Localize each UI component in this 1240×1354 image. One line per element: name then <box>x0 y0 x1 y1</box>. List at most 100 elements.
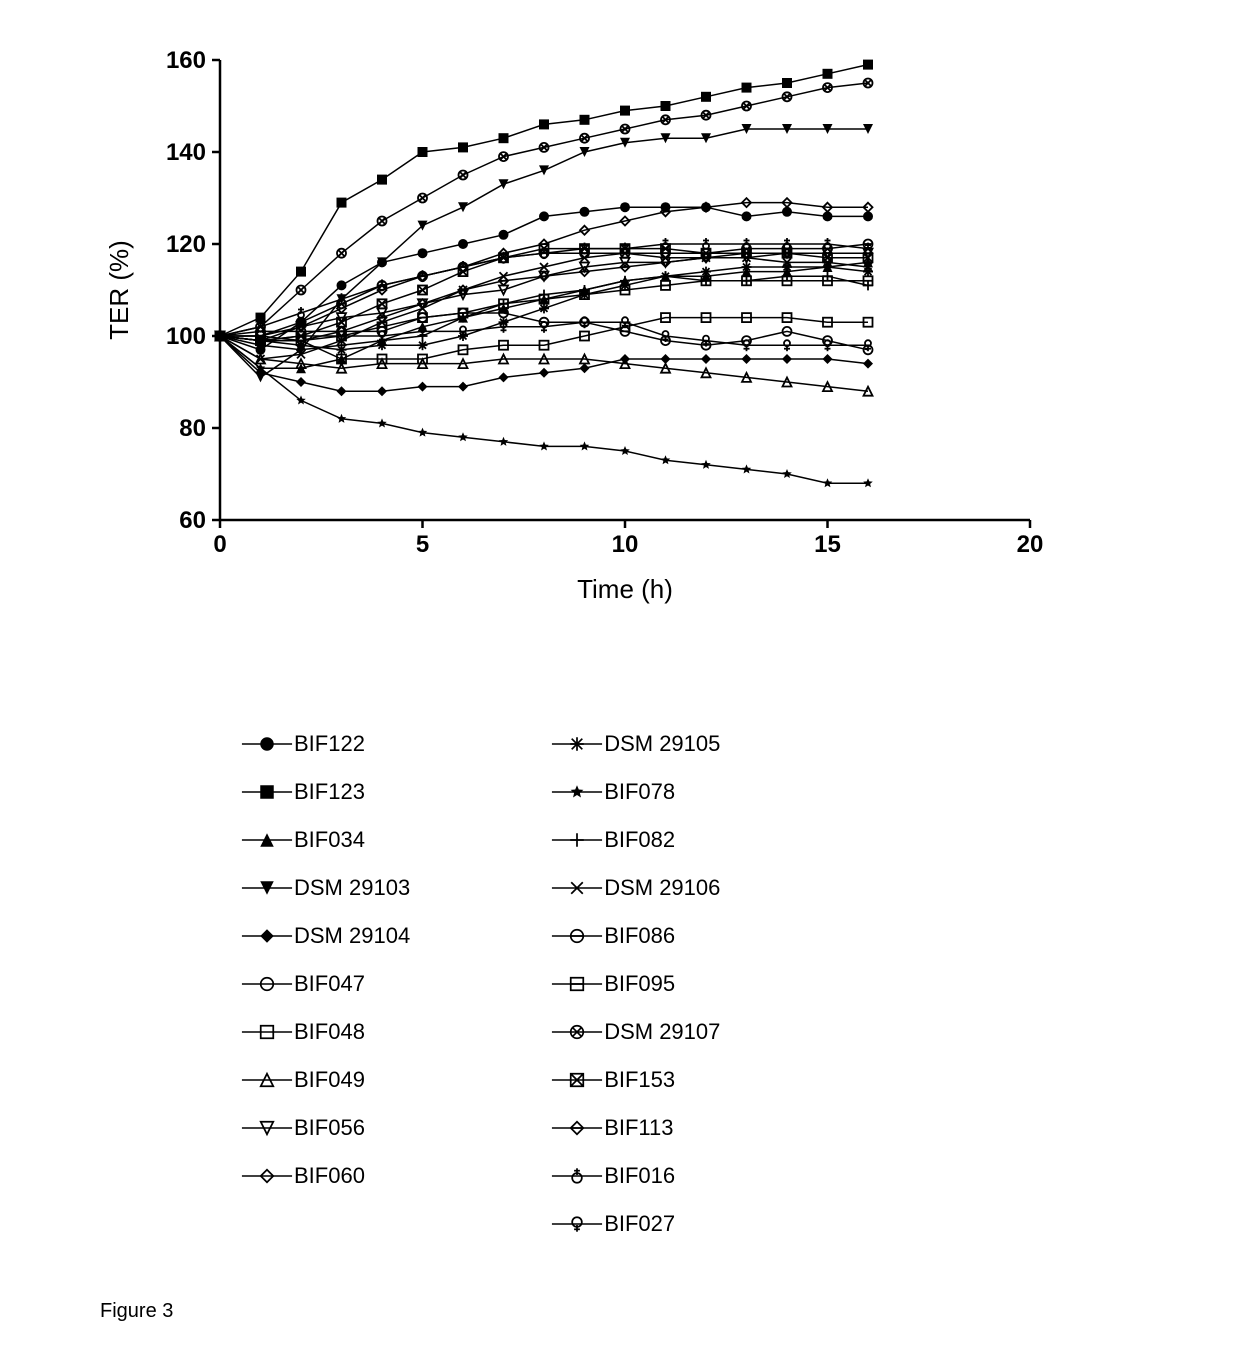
legend-label: BIF122 <box>294 731 365 757</box>
legend-label: BIF095 <box>604 971 675 997</box>
series-marker <box>298 307 304 318</box>
series-marker <box>580 441 590 450</box>
series-marker <box>784 340 790 351</box>
x-axis-label: Time (h) <box>577 574 673 604</box>
series-marker <box>863 60 873 70</box>
legend-label: BIF078 <box>604 779 675 805</box>
series-marker <box>377 418 387 427</box>
series-marker <box>661 101 671 111</box>
legend-item: BIF060 <box>240 1162 410 1190</box>
series-marker <box>539 211 549 221</box>
series-marker <box>379 279 385 290</box>
legend-label: BIF060 <box>294 1163 365 1189</box>
series-marker <box>458 382 468 392</box>
y-tick-label: 160 <box>166 47 206 74</box>
series-marker <box>296 395 306 404</box>
series-marker <box>782 78 792 88</box>
y-axis-label: TER (%) <box>104 240 134 340</box>
legend-label: BIF016 <box>604 1163 675 1189</box>
series-marker <box>701 92 711 102</box>
series-marker <box>661 455 671 464</box>
legend-item: BIF056 <box>240 1114 410 1142</box>
x-tick-label: 10 <box>612 531 639 558</box>
series-marker <box>378 217 387 226</box>
x-tick-label: 0 <box>213 531 226 558</box>
series-marker <box>742 83 752 93</box>
legend-label: BIF027 <box>604 1211 675 1237</box>
series-marker <box>582 317 588 328</box>
legend-marker-icon <box>550 778 604 806</box>
series-marker <box>418 340 428 350</box>
series-marker <box>580 115 590 125</box>
series-marker <box>377 175 387 185</box>
series-marker <box>418 147 428 157</box>
legend-marker-icon <box>550 730 604 758</box>
legend-label: BIF086 <box>604 923 675 949</box>
legend-item: DSM 29107 <box>550 1018 720 1046</box>
series-marker <box>378 299 387 308</box>
series-marker <box>744 340 750 351</box>
series-marker <box>418 194 427 203</box>
legend-marker-icon <box>550 970 604 998</box>
series-marker <box>337 280 347 290</box>
legend-label: BIF123 <box>294 779 365 805</box>
legend-marker-icon <box>550 874 604 902</box>
series-marker <box>823 354 833 364</box>
legend-label: BIF113 <box>604 1115 673 1141</box>
legend-marker-icon <box>550 922 604 950</box>
series-marker <box>501 252 507 263</box>
series-marker <box>539 119 549 129</box>
series-marker <box>703 238 709 249</box>
series-marker <box>499 437 509 446</box>
series-marker <box>541 322 547 333</box>
legend-label: DSM 29106 <box>604 875 720 901</box>
series-marker <box>865 340 871 351</box>
series-marker <box>825 238 831 249</box>
series-marker <box>379 331 385 342</box>
series-marker <box>539 441 549 450</box>
legend-marker-icon <box>240 1018 294 1046</box>
legend-label: BIF056 <box>294 1115 365 1141</box>
series-marker <box>823 69 833 79</box>
series-marker <box>703 336 709 347</box>
y-tick-label: 140 <box>166 139 206 166</box>
series-marker <box>663 331 669 342</box>
y-tick-label: 60 <box>179 507 206 534</box>
series-marker <box>418 286 427 295</box>
series-marker <box>418 428 428 437</box>
legend-label: DSM 29103 <box>294 875 410 901</box>
series-marker <box>863 359 873 369</box>
legend-item: BIF095 <box>550 970 720 998</box>
series-marker <box>499 179 509 189</box>
series-marker <box>621 263 630 272</box>
series-marker <box>742 464 752 473</box>
series-marker <box>701 267 711 277</box>
series-marker <box>620 106 630 116</box>
series-marker <box>458 432 468 441</box>
legend-marker-icon <box>240 922 294 950</box>
series-marker <box>580 363 590 373</box>
legend-label: BIF047 <box>294 971 365 997</box>
series-marker <box>499 372 509 382</box>
series-marker <box>460 326 466 337</box>
legend-item: BIF113 <box>550 1114 720 1142</box>
legend-item: BIF047 <box>240 970 410 998</box>
series-marker <box>782 469 792 478</box>
series-marker <box>458 239 468 249</box>
legend-item: BIF034 <box>240 826 410 854</box>
y-tick-label: 120 <box>166 231 206 258</box>
x-tick-label: 15 <box>814 531 841 558</box>
series-marker <box>458 142 468 152</box>
series-marker <box>541 247 547 258</box>
legend-item: BIF086 <box>550 922 720 950</box>
series-marker <box>742 262 752 272</box>
series-marker <box>458 202 468 212</box>
legend-marker-icon <box>550 1210 604 1238</box>
legend-label: DSM 29107 <box>604 1019 720 1045</box>
legend-item: DSM 29105 <box>550 730 720 758</box>
legend-item: BIF016 <box>550 1162 720 1190</box>
legend-marker-icon <box>240 1162 294 1190</box>
series-marker <box>337 318 346 327</box>
legend-item: BIF049 <box>240 1066 410 1094</box>
legend-label: DSM 29104 <box>294 923 410 949</box>
